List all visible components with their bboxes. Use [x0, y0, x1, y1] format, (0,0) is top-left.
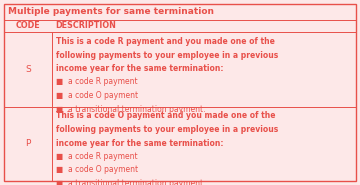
Text: This is a code R payment and you made one of the: This is a code R payment and you made on…	[55, 37, 274, 46]
Text: This is a code O payment and you made one of the: This is a code O payment and you made on…	[55, 112, 275, 120]
Text: DESCRIPTION: DESCRIPTION	[55, 21, 116, 31]
Text: income year for the same termination:: income year for the same termination:	[55, 64, 223, 73]
Text: ■  a code O payment: ■ a code O payment	[55, 91, 138, 100]
Text: S: S	[25, 65, 31, 74]
Text: P: P	[25, 139, 31, 148]
Text: Multiple payments for same termination: Multiple payments for same termination	[8, 8, 214, 16]
Text: ■  a transitional termination payment.: ■ a transitional termination payment.	[55, 179, 205, 185]
Text: ■  a transitional termination payment.: ■ a transitional termination payment.	[55, 105, 205, 114]
Text: ■  a code R payment: ■ a code R payment	[55, 152, 137, 161]
Text: following payments to your employee in a previous: following payments to your employee in a…	[55, 51, 278, 60]
Text: ■  a code R payment: ■ a code R payment	[55, 78, 137, 87]
Text: CODE: CODE	[15, 21, 40, 31]
Text: following payments to your employee in a previous: following payments to your employee in a…	[55, 125, 278, 134]
Text: income year for the same termination:: income year for the same termination:	[55, 139, 223, 147]
Text: ■  a code O payment: ■ a code O payment	[55, 166, 138, 174]
